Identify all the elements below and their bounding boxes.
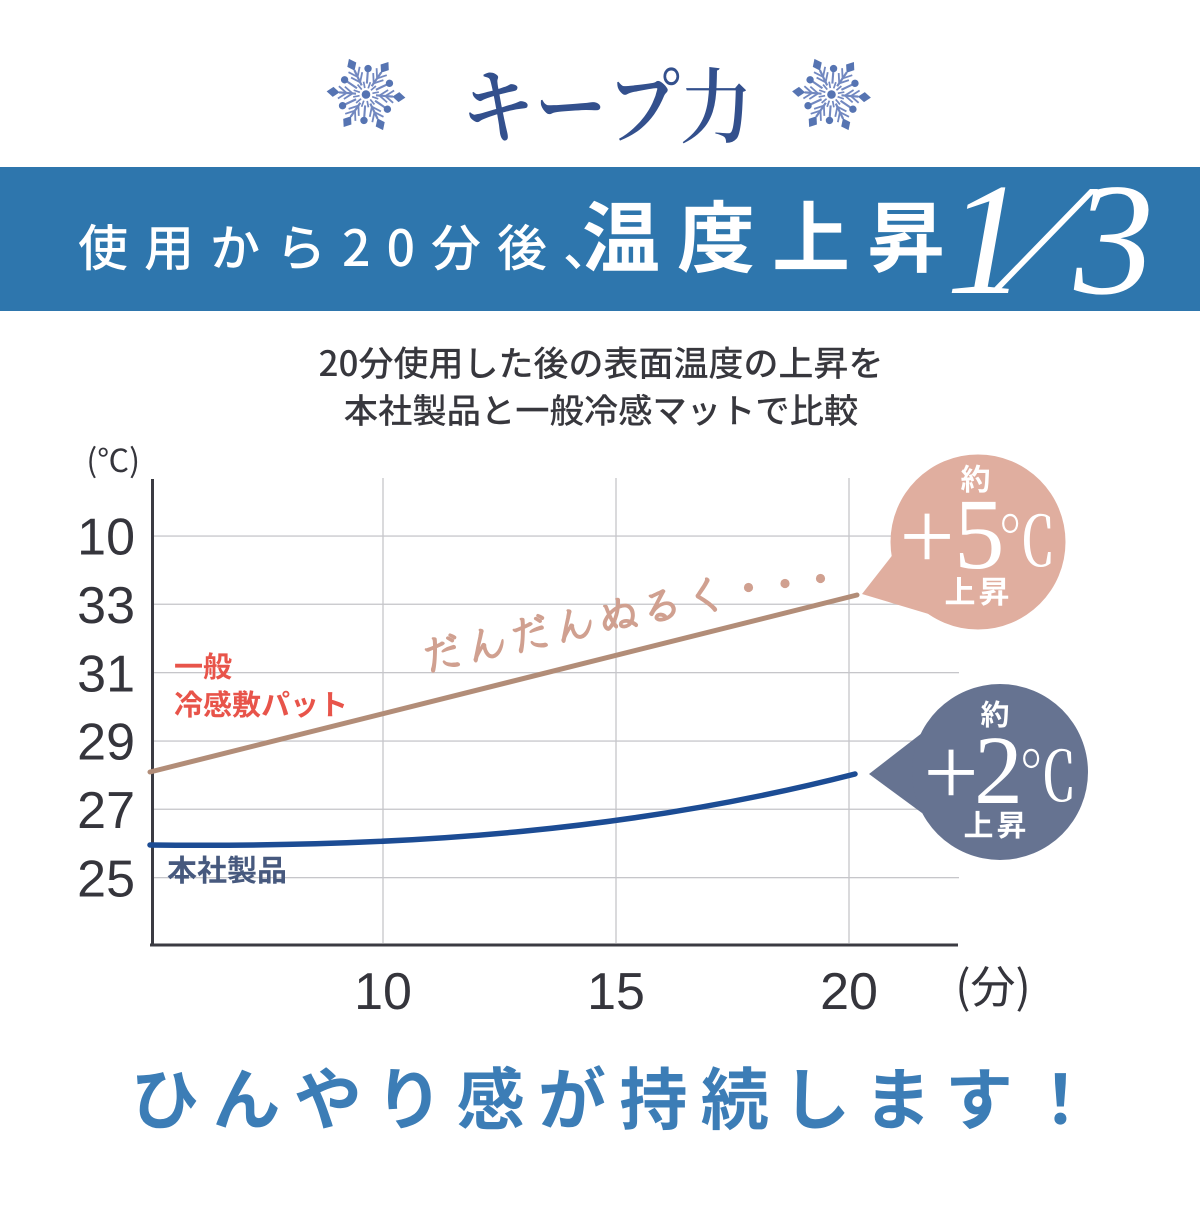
- svg-text:29: 29: [77, 714, 135, 772]
- svg-text:15: 15: [587, 963, 645, 1021]
- svg-text:33: 33: [77, 577, 135, 635]
- svg-text:27: 27: [77, 782, 135, 840]
- svg-text:20: 20: [820, 963, 878, 1021]
- svg-text:31: 31: [77, 645, 135, 703]
- svg-text:10: 10: [354, 963, 412, 1021]
- svg-text:25: 25: [77, 850, 135, 908]
- svg-text:10: 10: [77, 509, 135, 567]
